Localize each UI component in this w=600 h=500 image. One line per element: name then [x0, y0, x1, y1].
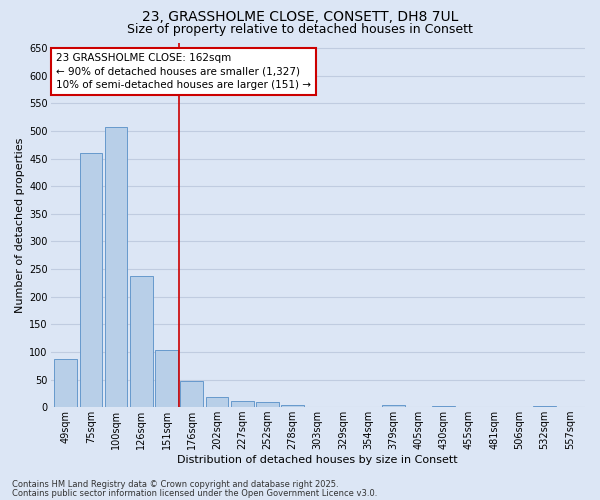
- Bar: [256, 402, 279, 407]
- Bar: [55, 358, 77, 407]
- Bar: [206, 397, 228, 407]
- Bar: [155, 350, 178, 407]
- Bar: [483, 406, 506, 407]
- Text: Contains HM Land Registry data © Crown copyright and database right 2025.: Contains HM Land Registry data © Crown c…: [12, 480, 338, 489]
- Bar: [458, 406, 481, 407]
- X-axis label: Distribution of detached houses by size in Consett: Distribution of detached houses by size …: [178, 455, 458, 465]
- Bar: [382, 405, 405, 407]
- Text: 23 GRASSHOLME CLOSE: 162sqm
← 90% of detached houses are smaller (1,327)
10% of : 23 GRASSHOLME CLOSE: 162sqm ← 90% of det…: [56, 54, 311, 90]
- Bar: [433, 406, 455, 407]
- Bar: [533, 406, 556, 407]
- Bar: [130, 276, 152, 407]
- Bar: [357, 406, 380, 407]
- Bar: [559, 406, 581, 407]
- Text: 23, GRASSHOLME CLOSE, CONSETT, DH8 7UL: 23, GRASSHOLME CLOSE, CONSETT, DH8 7UL: [142, 10, 458, 24]
- Bar: [181, 381, 203, 407]
- Text: Size of property relative to detached houses in Consett: Size of property relative to detached ho…: [127, 22, 473, 36]
- Text: Contains public sector information licensed under the Open Government Licence v3: Contains public sector information licen…: [12, 488, 377, 498]
- Bar: [307, 406, 329, 407]
- Bar: [231, 400, 254, 407]
- Bar: [105, 127, 127, 407]
- Bar: [281, 405, 304, 407]
- Y-axis label: Number of detached properties: Number of detached properties: [15, 137, 25, 312]
- Bar: [80, 153, 102, 407]
- Bar: [332, 406, 355, 407]
- Bar: [407, 406, 430, 407]
- Bar: [508, 406, 531, 407]
